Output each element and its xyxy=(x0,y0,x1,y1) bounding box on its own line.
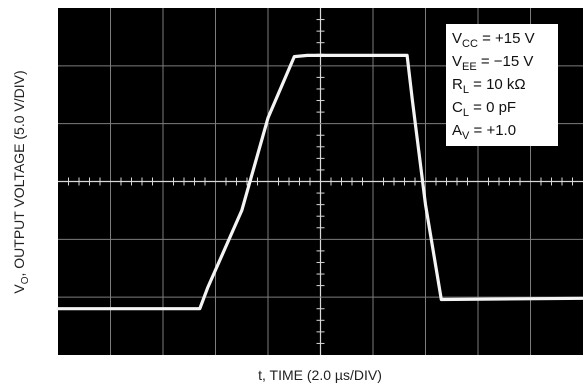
output-voltage-trace xyxy=(56,53,583,311)
annotation-subscript: V xyxy=(462,130,470,142)
annotation-line: VEE = −15 V xyxy=(452,53,533,73)
annotation-symbol: V xyxy=(452,30,462,47)
annotation-line: CL = 0 pF xyxy=(452,99,516,119)
annotation-line: VCC = +15 V xyxy=(452,30,535,50)
annotation-subscript: CC xyxy=(462,38,478,50)
annotation-subscript: EE xyxy=(462,61,477,73)
annotation-subscript: L xyxy=(463,107,469,119)
annotation-background xyxy=(446,24,558,146)
y-axis-label: VO, OUTPUT VOLTAGE (5.0 V/DIV) xyxy=(11,70,31,293)
annotation-symbol: V xyxy=(452,53,462,70)
annotation-value: = +1.0 xyxy=(469,122,516,139)
y-axis-label-sub: O xyxy=(20,276,31,284)
annotation-symbol: A xyxy=(452,122,462,139)
annotation-symbol: R xyxy=(452,76,463,93)
y-axis-label-rest: , OUTPUT VOLTAGE (5.0 V/DIV) xyxy=(11,70,27,276)
annotation-line: RL = 10 kΩ xyxy=(452,76,526,96)
annotation-value: = 0 pF xyxy=(469,99,516,116)
annotation-subscript: L xyxy=(463,84,469,96)
annotation-symbol: C xyxy=(452,99,463,116)
annotation-value: = 10 kΩ xyxy=(469,76,526,93)
annotation-value: = −15 V xyxy=(477,53,534,70)
annotation-value: = +15 V xyxy=(478,30,535,47)
y-axis-label-v: V xyxy=(11,284,27,294)
annotation-line: AV = +1.0 xyxy=(452,122,516,142)
x-axis-label: t, TIME (2.0 µs/DIV) xyxy=(258,367,382,383)
